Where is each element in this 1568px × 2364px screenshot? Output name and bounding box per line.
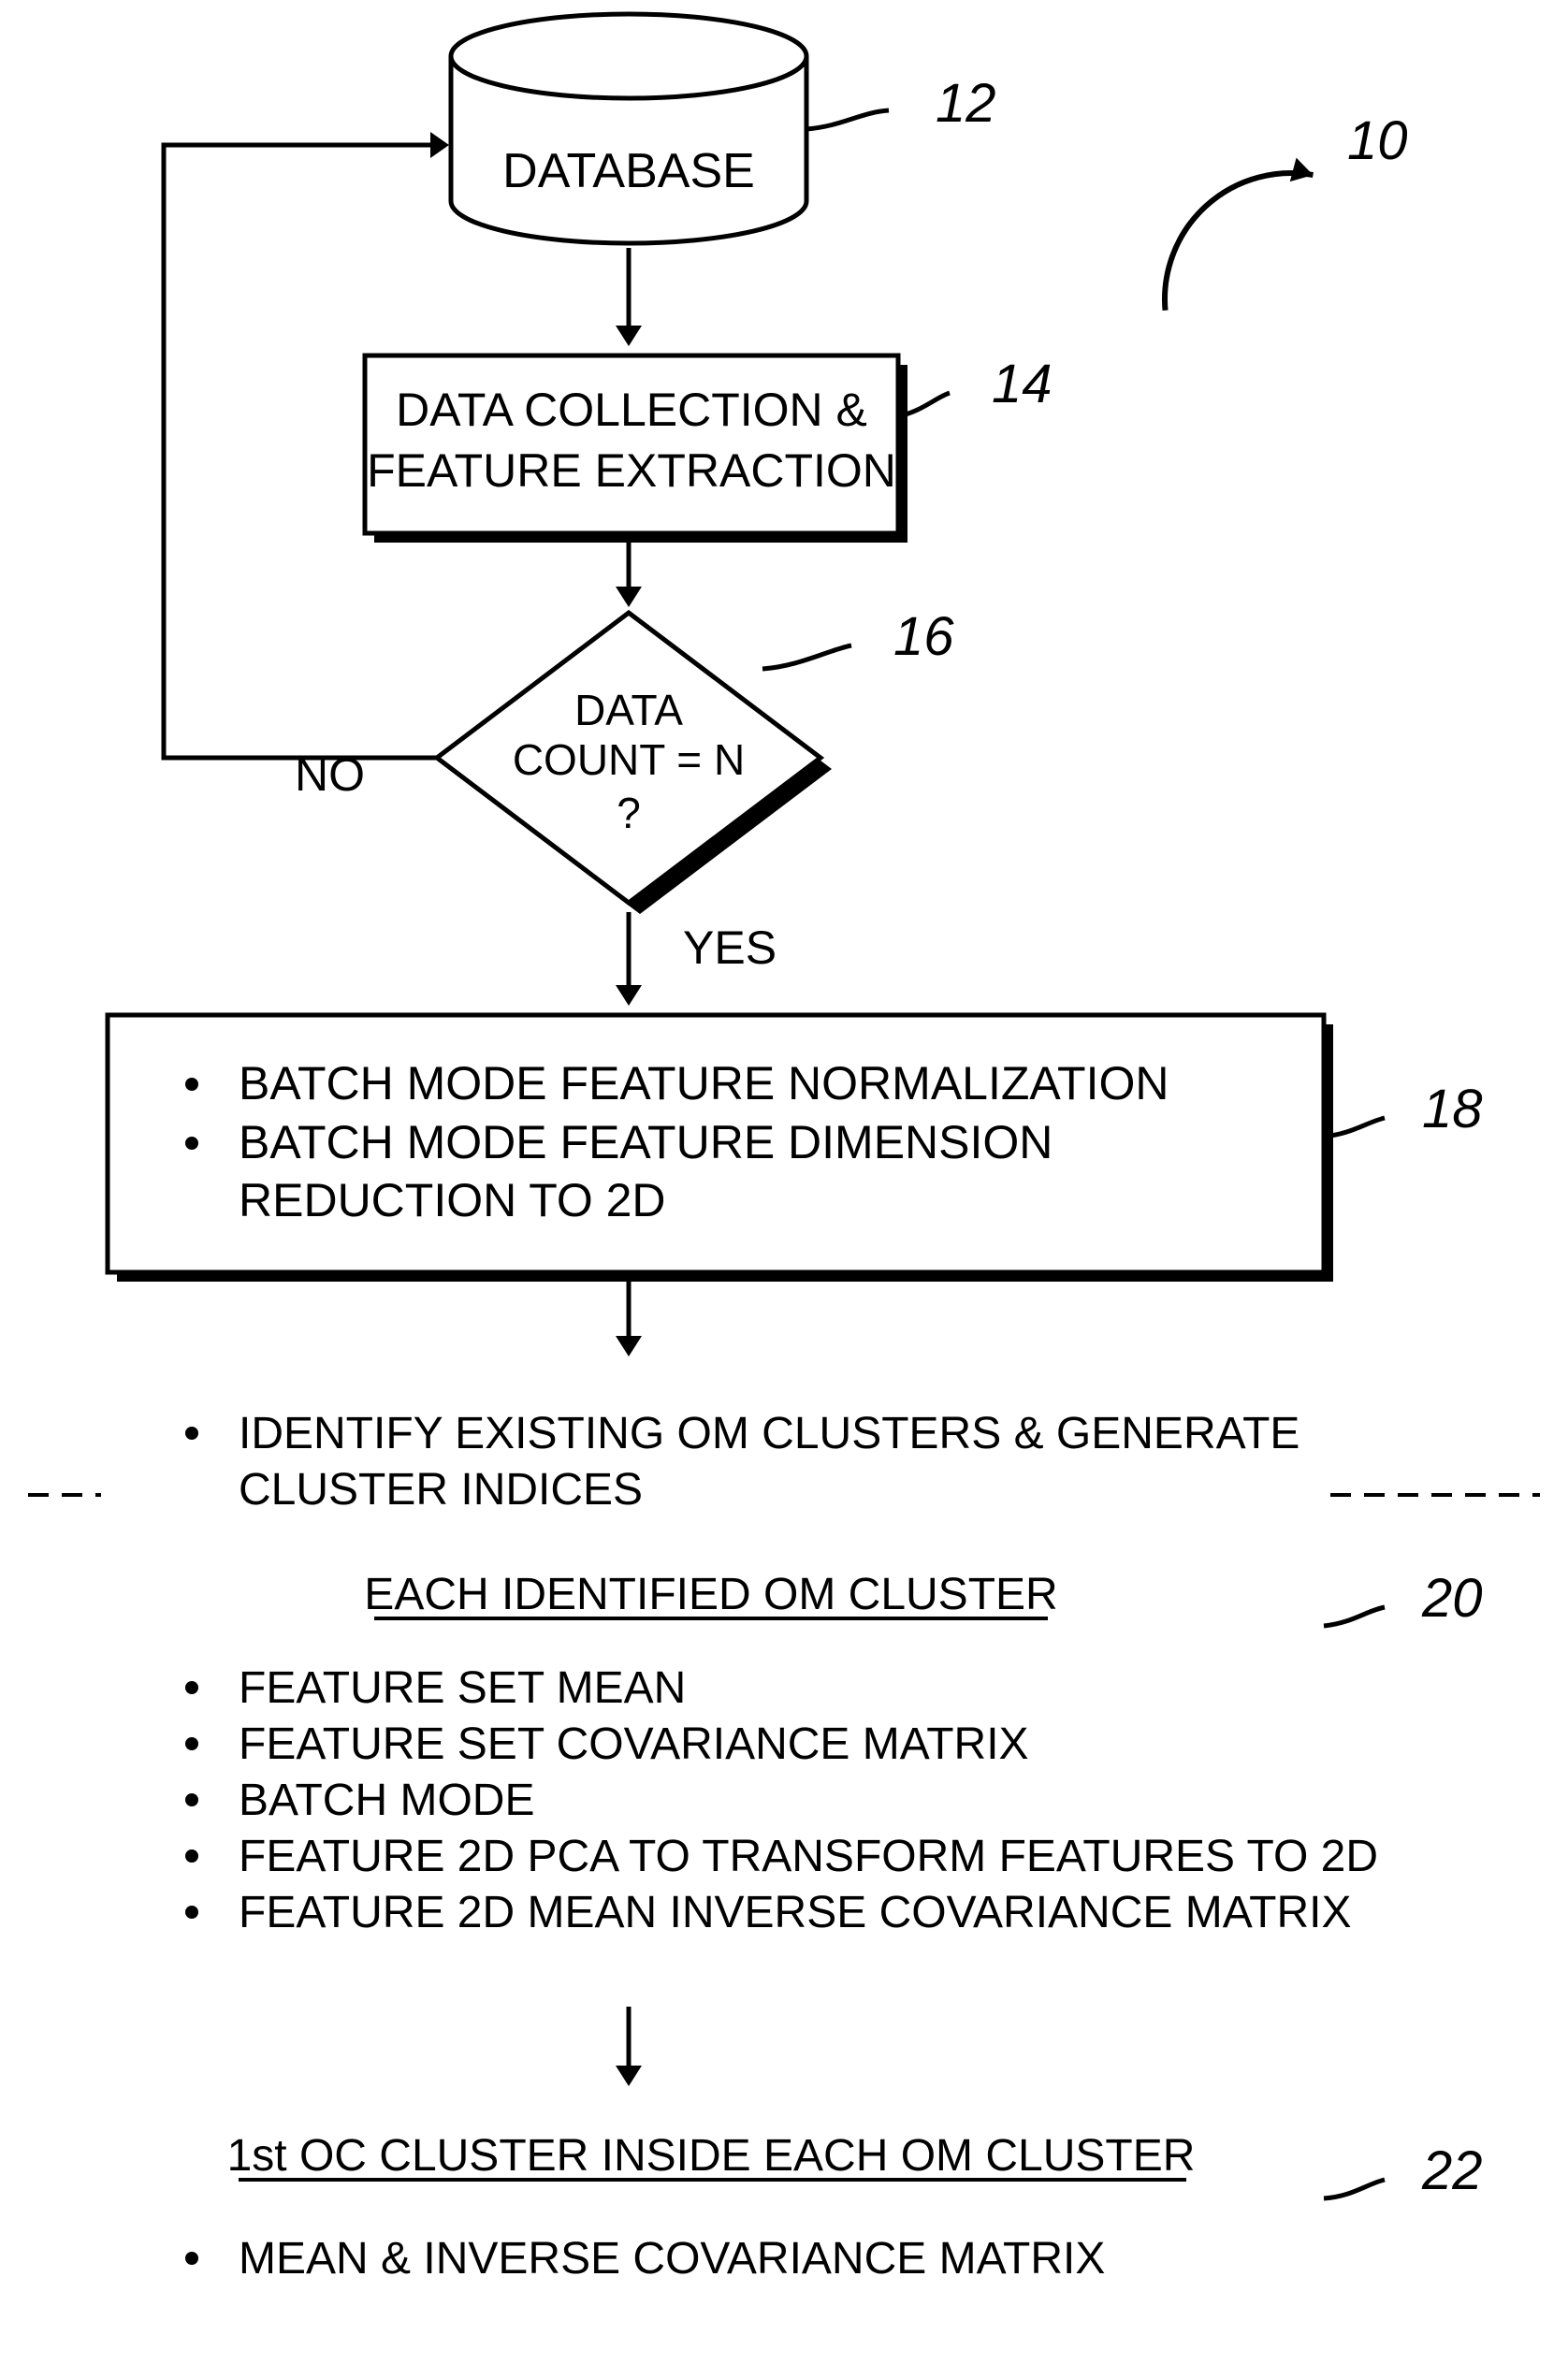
box20-i5: FEATURE 2D MEAN INVERSE COVARIANCE MATRI… [239,1888,1352,1937]
box20-b1b: CLUSTER INDICES [239,1465,643,1515]
box20-i3: BATCH MODE [239,1776,534,1825]
figure-label: 10 [1347,110,1408,171]
callout-label: 14 [992,354,1053,414]
box22-i1: MEAN & INVERSE COVARIANCE MATRIX [239,2234,1105,2284]
box20-i1: FEATURE SET MEAN [239,1663,686,1713]
box20-i2: FEATURE SET COVARIANCE MATRIX [239,1719,1029,1769]
box18-b1: BATCH MODE FEATURE NORMALIZATION [239,1057,1169,1109]
box20-heading: EACH IDENTIFIED OM CLUSTER [364,1570,1057,1619]
box14-line1: DATA COLLECTION & [396,384,867,436]
box18-b2b: REDUCTION TO 2D [239,1174,666,1226]
yes-label: YES [683,921,777,974]
box14-line2: FEATURE EXTRACTION [367,444,896,497]
diamond-l2: COUNT = N [513,735,745,784]
diamond-l1: DATA [574,686,683,734]
box22-heading: 1st OC CLUSTER INSIDE EACH OM CLUSTER [227,2131,1196,2181]
box20-i4: FEATURE 2D PCA TO TRANSFORM FEATURES TO … [239,1832,1378,1881]
callout-label: 20 [1421,1568,1483,1629]
diamond-l3: ? [617,789,641,837]
callout-label: 22 [1421,2140,1483,2201]
box20-b1a: IDENTIFY EXISTING OM CLUSTERS & GENERATE [239,1409,1299,1458]
callout-label: 18 [1422,1079,1483,1139]
database-label: DATABASE [502,144,755,198]
callout-label: 16 [893,606,954,667]
callout-label: 12 [936,73,996,134]
box18-b2a: BATCH MODE FEATURE DIMENSION [239,1116,1053,1168]
